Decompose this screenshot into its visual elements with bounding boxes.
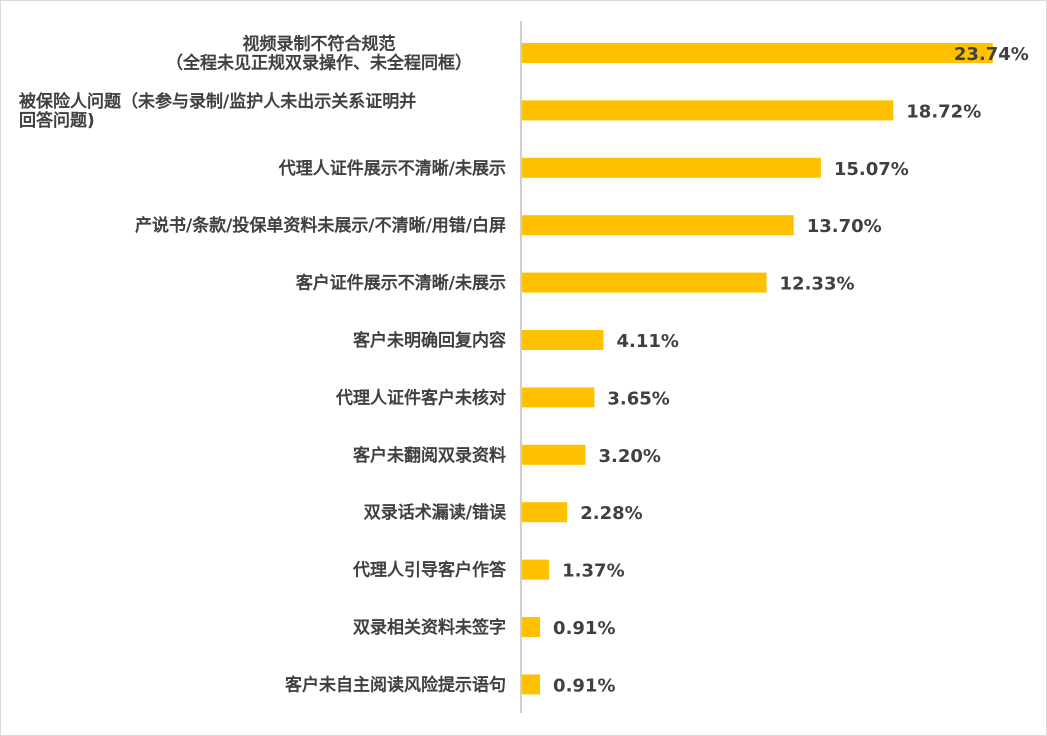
- category-label-12-line-1: 客户未自主阅读风险提示语句: [284, 674, 506, 695]
- bar-11: [522, 617, 541, 637]
- bars-layer: [522, 43, 993, 695]
- category-label-2: 被保险人问题（未参与录制/监护人未出示关系证明并回答问题): [19, 91, 416, 131]
- value-label-2: 18.72%: [906, 101, 981, 122]
- category-label-7-line-1: 代理人证件客户未核对: [335, 387, 506, 408]
- category-label-10-line-1: 代理人引导客户作答: [352, 560, 507, 581]
- bar-1: [522, 43, 993, 63]
- value-label-8: 3.20%: [598, 446, 660, 467]
- category-label-11: 双录相关资料未签字: [353, 617, 506, 638]
- bar-10: [522, 559, 550, 580]
- value-label-7: 3.65%: [607, 388, 669, 409]
- category-label-10: 代理人引导客户作答: [352, 560, 507, 581]
- bar-3: [522, 157, 821, 178]
- category-label-1-line-1: 视频录制不符合规范: [243, 34, 396, 55]
- category-label-2-line-2: 回答问题): [19, 110, 95, 131]
- category-label-6-line-1: 客户未明确回复内容: [352, 330, 506, 351]
- category-label-11-line-1: 双录相关资料未签字: [353, 617, 506, 638]
- category-label-9-line-1: 双录话术漏读/错误: [364, 502, 507, 523]
- category-label-8: 客户未翻阅双录资料: [352, 445, 506, 466]
- bar-12: [522, 674, 541, 695]
- category-label-8-line-1: 客户未翻阅双录资料: [352, 445, 506, 466]
- category-labels: 视频录制不符合规范（全程未见正规双录操作、未全程同框） 被保险人问题（未参与录制/…: [19, 34, 507, 696]
- category-label-9: 双录话术漏读/错误: [364, 502, 507, 523]
- value-label-10: 1.37%: [562, 561, 624, 582]
- bar-8: [522, 444, 586, 465]
- value-label-11: 0.91%: [553, 618, 615, 639]
- value-label-1: 23.74%: [954, 44, 1029, 65]
- value-label-4: 13.70%: [807, 216, 882, 237]
- category-label-4: 产说书/条款/投保单资料未展示/不清晰/用错/白屏: [135, 215, 506, 236]
- value-label-12: 0.91%: [553, 675, 615, 696]
- value-labels: 23.74% 18.72% 15.07% 13.70% 12.33% 4.11% 3.65%…: [553, 44, 1029, 696]
- category-label-12: 客户未自主阅读风险提示语句: [284, 674, 506, 695]
- category-label-5: 客户证件展示不清晰/未展示: [295, 273, 506, 294]
- category-label-4-line-1: 产说书/条款/投保单资料未展示/不清晰/用错/白屏: [135, 215, 506, 236]
- bar-7: [522, 387, 595, 408]
- category-label-7: 代理人证件客户未核对: [335, 387, 506, 408]
- category-label-3: 代理人证件展示不清晰/未展示: [278, 158, 506, 179]
- category-label-3-line-1: 代理人证件展示不清晰/未展示: [278, 158, 506, 179]
- category-label-5-line-1: 客户证件展示不清晰/未展示: [295, 273, 506, 294]
- bar-5: [522, 272, 767, 293]
- value-label-9: 2.28%: [580, 503, 642, 524]
- bar-2: [522, 100, 894, 121]
- value-label-6: 4.11%: [617, 331, 679, 352]
- bar-6: [522, 330, 604, 350]
- category-label-6: 客户未明确回复内容: [352, 330, 506, 351]
- value-label-3: 15.07%: [834, 159, 909, 180]
- category-label-1: 视频录制不符合规范（全程未见正规双录操作、未全程同框）: [166, 34, 472, 74]
- value-label-5: 12.33%: [780, 274, 855, 295]
- category-label-2-line-1: 被保险人问题（未参与录制/监护人未出示关系证明并: [19, 91, 416, 112]
- bar-4: [522, 215, 794, 236]
- category-label-1-line-2: （全程未见正规双录操作、未全程同框）: [166, 53, 472, 74]
- bar-9: [522, 502, 568, 523]
